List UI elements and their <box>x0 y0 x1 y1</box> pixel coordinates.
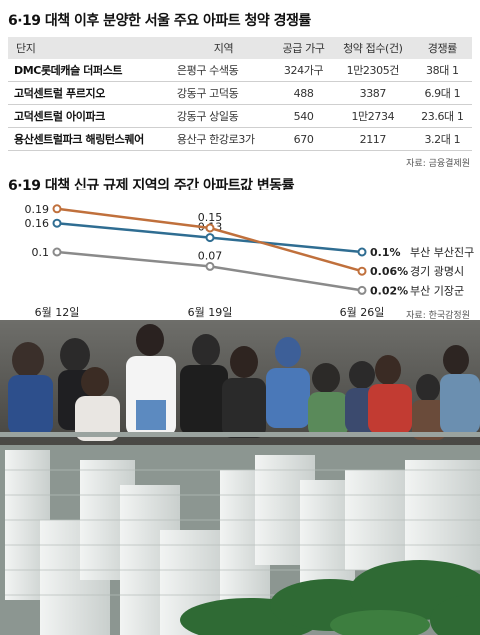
cell-rate: 6.9대 1 <box>412 81 472 105</box>
data-label: 0.1% <box>370 246 401 259</box>
cell-supply: 540 <box>274 104 334 128</box>
data-label: 0.1 <box>32 246 50 259</box>
cell-applications: 3387 <box>333 81 413 105</box>
data-label: 0.06% <box>370 265 408 278</box>
data-label: 0.19 <box>25 203 50 216</box>
series-name: 부산 부산진구 <box>410 246 474 259</box>
title-competition-rate: 6·19 대책 이후 분양한 서울 주요 아파트 청약 경쟁률 <box>8 13 311 29</box>
col-header-rate: 경쟁률 <box>412 37 472 59</box>
col-header-region: 지역 <box>172 37 275 59</box>
cell-region: 용산구 한강로3가 <box>172 127 275 151</box>
data-label: 0.15 <box>198 211 223 224</box>
cell-rate: 3.2대 1 <box>412 127 472 151</box>
source-label: 자료: 금융결제원 <box>406 159 470 169</box>
cell-applications: 1만2305건 <box>333 59 413 82</box>
model-trees <box>180 560 480 635</box>
x-tick-label: 6월 12일 <box>35 305 80 319</box>
data-point <box>52 204 62 214</box>
cell-region: 강동구 고덕동 <box>172 81 275 105</box>
chart-background <box>0 190 480 308</box>
cell-applications: 1만2734 <box>333 104 413 128</box>
source-label: 자료: 한국감정원 <box>406 311 470 321</box>
cell-region: 강동구 상일동 <box>172 104 275 128</box>
data-label: 0.16 <box>25 217 50 230</box>
photo-model-house-crowd <box>0 320 480 635</box>
cell-supply: 670 <box>274 127 334 151</box>
x-tick-label: 6월 19일 <box>188 305 233 319</box>
data-point <box>52 218 62 228</box>
col-header-supply: 공급 가구 <box>274 37 334 59</box>
data-label: 0.02% <box>370 284 408 297</box>
cell-supply: 488 <box>274 81 334 105</box>
cell-complex: 용산센트럴파크 해링턴스퀘어 <box>8 127 173 151</box>
cell-region: 은평구 수색동 <box>172 59 275 82</box>
col-header-applications: 청약 접수(건) <box>333 37 413 59</box>
data-point <box>357 247 367 257</box>
cell-complex: 고덕센트럴 푸르지오 <box>8 81 173 105</box>
data-point <box>357 266 367 276</box>
data-point <box>205 233 215 243</box>
table-header-row: 단지 지역 공급 가구 청약 접수(건) 경쟁률 <box>8 37 472 59</box>
competition-table: 단지 지역 공급 가구 청약 접수(건) 경쟁률 DMC롯데캐슬 더퍼스트 은평… <box>8 37 472 151</box>
table-row: 고덕센트럴 아이파크 강동구 상일동 540 1만2734 23.6대 1 <box>8 104 472 128</box>
cell-complex: 고덕센트럴 아이파크 <box>8 104 173 128</box>
crowd <box>8 324 480 441</box>
cell-applications: 2117 <box>333 127 413 151</box>
data-point <box>205 261 215 271</box>
data-point <box>205 223 215 233</box>
series-name: 경기 광명시 <box>410 265 464 278</box>
table-row: DMC롯데캐슬 더퍼스트 은평구 수색동 324가구 1만2305건 38대 1 <box>8 59 472 82</box>
series-name: 부산 기장군 <box>410 284 464 297</box>
cell-rate: 23.6대 1 <box>412 104 472 128</box>
x-tick-label: 6월 26일 <box>340 305 385 319</box>
table-row: 고덕센트럴 푸르지오 강동구 고덕동 488 3387 6.9대 1 <box>8 81 472 105</box>
col-header-complex: 단지 <box>8 37 173 59</box>
cell-supply: 324가구 <box>274 59 334 82</box>
cell-complex: DMC롯데캐슬 더퍼스트 <box>8 59 173 82</box>
table-row: 용산센트럴파크 해링턴스퀘어 용산구 한강로3가 670 2117 3.2대 1 <box>8 127 472 151</box>
data-point <box>357 285 367 295</box>
data-point <box>52 247 62 257</box>
cell-rate: 38대 1 <box>412 59 472 82</box>
data-label: 0.07 <box>198 249 223 262</box>
